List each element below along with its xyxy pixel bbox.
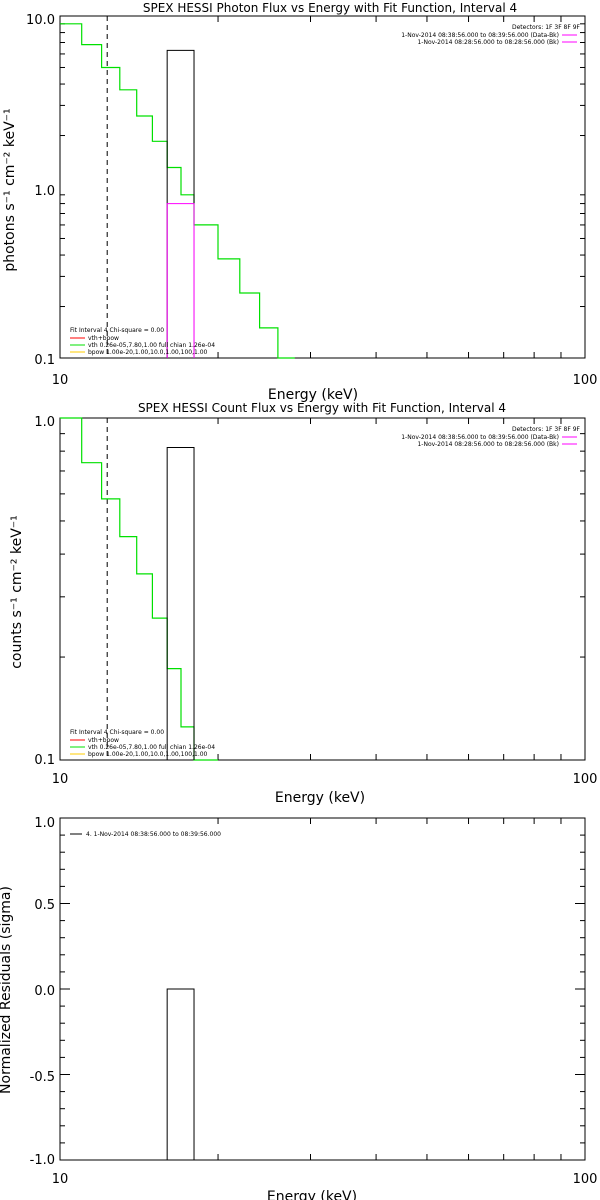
panel-1-xtick-10: 10: [52, 373, 69, 388]
panel-3-ytick-5: -1.0: [30, 1153, 55, 1168]
panel-2-fit-label: Fit Interval 4 Chi-square = 0.00: [70, 729, 164, 736]
model-fit-steps: [60, 417, 218, 761]
panel-1-ytick-top: 10.0: [26, 13, 55, 28]
panel-1-legend-bottom-1: vth 0.26e-05,7.80,1.00 full chian 1.26e-…: [88, 342, 215, 349]
panel-2-ylabel: counts s⁻¹ cm⁻² keV⁻¹: [9, 515, 25, 669]
panel-1-xtick-100: 100: [573, 373, 598, 388]
panel-1-legend-1: 1-Nov-2014 08:28:56.000 to 08:28:56.000 …: [417, 39, 559, 46]
panel-3-ytick-3: 0.0: [34, 984, 55, 999]
panel-3-ytick-4: -0.5: [30, 1070, 55, 1085]
panel-2-frame: [59, 417, 586, 761]
panel-2-xlabel: Energy (keV): [275, 790, 365, 806]
count-flux-panel: SPEX HESSI Count Flux vs Energy with Fit…: [9, 401, 597, 806]
panel-2-marks: [60, 417, 585, 761]
panel-2-xtick-10: 10: [52, 772, 69, 787]
panel-2-ytick-bottom: 0.1: [34, 753, 55, 768]
panel-2-legend-bottom-1: vth 0.26e-05,7.80,1.00 full chian 1.26e-…: [88, 744, 215, 751]
panel-2-legend-1: 1-Nov-2014 08:28:56.000 to 08:28:56.000 …: [417, 441, 559, 448]
panel-1-ytick-mid: 1.0: [34, 184, 55, 199]
data-bar: [166, 49, 195, 358]
photon-flux-panel: SPEX HESSI Photon Flux vs Energy with Fi…: [2, 1, 597, 403]
panel-3-ytick-2: 0.5: [34, 898, 55, 913]
panel-3-ylabel: Normalized Residuals (sigma): [0, 886, 14, 1094]
panel-3-xtick-10: 10: [52, 1172, 69, 1187]
panel-1-detectors: Detectors: 1F 3F 8F 9F: [512, 24, 581, 31]
panel-1-ytick-bottom: 0.1: [34, 353, 55, 368]
panel-2-ytick-top: 1.0: [34, 415, 55, 430]
panel-3-ytick-1: 1.0: [34, 816, 55, 831]
panel-1-fit-label: Fit Interval 4 Chi-square = 0.00: [70, 327, 164, 334]
panel-1-xlabel: Energy (keV): [268, 387, 358, 403]
panel-3-frame: [59, 817, 586, 1161]
panel-1-title: SPEX HESSI Photon Flux vs Energy with Fi…: [143, 1, 517, 15]
residuals-panel: 1.0 0.5 0.0 -0.5 -1.0 10 100 Energy (keV…: [0, 816, 597, 1200]
panel-1-legend-bottom-0: vth+bpow: [88, 335, 119, 342]
panel-1-legend-bottom-2: bpow 1.00e-20,1.00,10.0,1.00,100,1.00: [88, 349, 208, 356]
panel-2-legend-0: 1-Nov-2014 08:38:56.000 to 08:39:56.000 …: [401, 434, 559, 441]
panel-1-ylabel: photons s⁻¹ cm⁻² keV⁻¹: [2, 108, 18, 271]
panel-2-title: SPEX HESSI Count Flux vs Energy with Fit…: [138, 401, 506, 415]
panel-3-legend: 4. 1-Nov-2014 08:38:56.000 to 08:39:56.0…: [86, 831, 221, 838]
residual-bar: [166, 988, 195, 1160]
panel-2-legend-bottom-2: bpow 1.00e-20,1.00,10.0,1.00,100,1.00: [88, 751, 208, 758]
panel-2-legend-bottom-0: vth+bpow: [88, 737, 119, 744]
panel-1-frame: [59, 15, 586, 359]
data-bar: [166, 446, 195, 760]
panel-1-legend-0: 1-Nov-2014 08:38:56.000 to 08:39:56.000 …: [401, 32, 559, 39]
panel-1-marks: [60, 16, 585, 359]
model-fit-steps: [60, 23, 295, 359]
panel-3-xtick-100: 100: [573, 1172, 598, 1187]
panel-2-xtick-100: 100: [573, 772, 598, 787]
panel-2-detectors: Detectors: 1F 3F 8F 9F: [512, 426, 581, 433]
vth-component-bar: [166, 203, 195, 358]
panel-3-xlabel: Energy (keV): [267, 1189, 357, 1200]
panel-3-marks: [60, 817, 585, 1161]
